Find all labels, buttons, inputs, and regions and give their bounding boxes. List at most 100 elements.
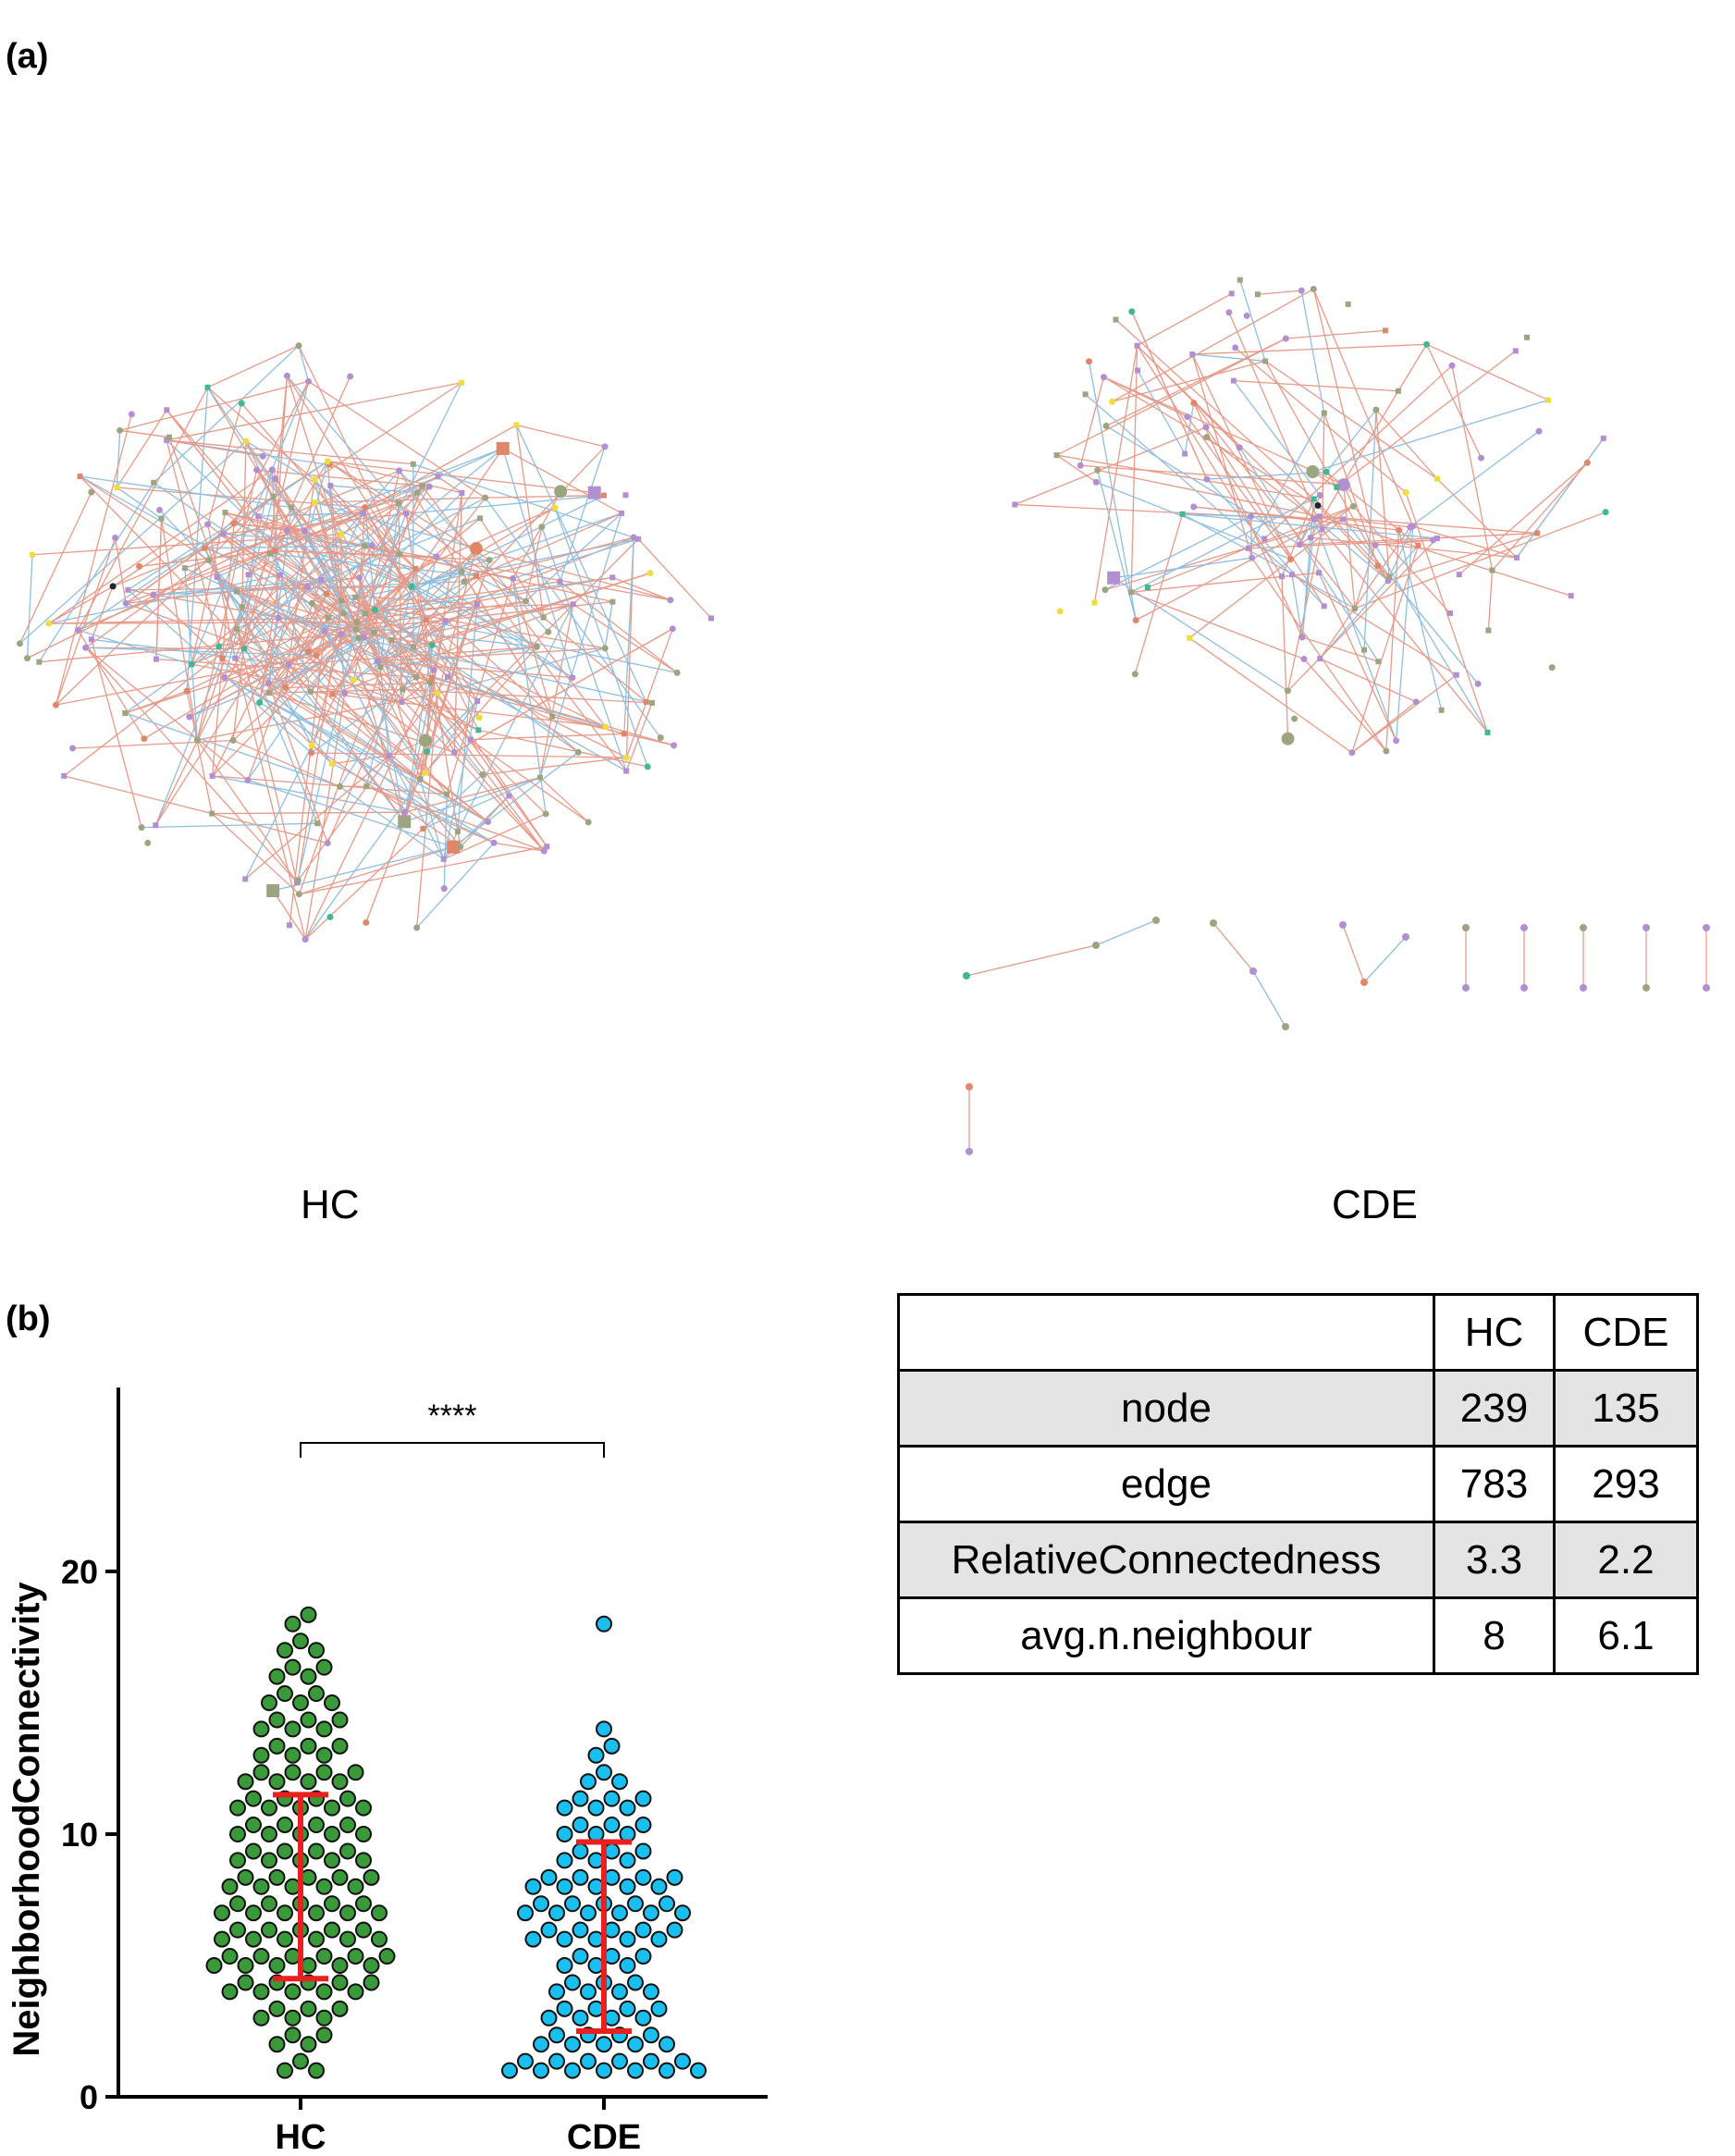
network-node	[303, 584, 311, 591]
network-node	[413, 924, 421, 931]
network-node	[1082, 391, 1089, 398]
data-point	[331, 1711, 349, 1729]
network-edge	[269, 552, 477, 577]
data-point	[339, 1790, 356, 1807]
network-node	[294, 877, 301, 884]
network-node	[442, 617, 449, 624]
network-node	[1086, 358, 1093, 365]
network-edge	[1228, 312, 1323, 530]
network-node	[1316, 491, 1323, 499]
network-node	[1254, 291, 1261, 298]
network-node	[232, 655, 239, 661]
data-point	[339, 1930, 356, 1948]
network-edge	[191, 512, 227, 665]
network-edge	[203, 548, 313, 746]
network-edge	[234, 658, 269, 684]
data-point	[572, 1817, 589, 1834]
network-graphs	[16, 277, 1710, 1155]
network-edge	[232, 609, 375, 741]
network-edge	[516, 424, 606, 448]
network-edge	[1079, 376, 1105, 466]
network-node	[1230, 377, 1237, 384]
data-point	[603, 1737, 621, 1755]
network-node	[1144, 585, 1151, 591]
network-edge	[234, 530, 288, 659]
data-point	[300, 2036, 317, 2053]
network-edge	[1313, 519, 1397, 742]
network-node	[584, 819, 592, 826]
network-edge	[1281, 499, 1315, 577]
network-edge	[1135, 505, 1354, 622]
data-point	[556, 1878, 573, 1895]
network-edge	[1325, 409, 1377, 473]
network-node	[1393, 737, 1400, 745]
network-node	[542, 810, 549, 818]
network-edge	[1319, 515, 1571, 597]
data-point	[300, 1668, 317, 1685]
data-point	[308, 1930, 325, 1948]
network-edge	[298, 345, 310, 382]
network-node	[513, 422, 520, 428]
network-edge	[1192, 353, 1266, 363]
data-point	[611, 1904, 628, 1922]
network-node	[1107, 571, 1121, 585]
data-point	[261, 1799, 277, 1817]
network-node	[1383, 747, 1390, 755]
network-edge	[559, 446, 606, 583]
data-point	[229, 1895, 246, 1913]
network-edge	[1137, 292, 1233, 347]
network-edge	[218, 486, 424, 647]
network-node	[1077, 462, 1084, 469]
data-point	[643, 1904, 659, 1922]
network-node	[424, 748, 431, 756]
network-edge	[437, 475, 462, 494]
network-edge	[1323, 413, 1379, 567]
network-edge	[354, 597, 545, 852]
network-node	[1545, 397, 1552, 403]
network-node	[283, 372, 290, 379]
network-node	[259, 452, 266, 460]
data-point	[517, 1904, 534, 1922]
network-edge	[289, 631, 326, 926]
data-point	[634, 1868, 652, 1886]
network-node	[433, 553, 439, 560]
network-node	[356, 574, 363, 582]
network-edge	[502, 448, 573, 678]
network-node	[459, 379, 465, 386]
network-edge	[211, 813, 300, 895]
data-point	[308, 1642, 325, 1659]
y-tick-label: 0	[80, 2078, 98, 2116]
network-node	[275, 614, 282, 622]
network-edge	[125, 502, 400, 604]
network-edge	[268, 688, 403, 694]
data-point	[634, 1842, 652, 1860]
network-edge	[267, 683, 328, 844]
network-node	[1533, 530, 1540, 536]
row-label: avg.n.neighbour	[897, 1596, 1435, 1675]
network-node	[1190, 503, 1198, 511]
network-node	[272, 475, 279, 483]
data-point	[331, 2000, 349, 2017]
network-edge	[511, 578, 553, 717]
network-node	[467, 736, 474, 743]
network-node	[1182, 450, 1188, 457]
network-edge	[77, 387, 209, 631]
data-point	[643, 1983, 659, 2001]
cde-edges	[1015, 279, 1606, 754]
network-node	[1703, 924, 1710, 931]
data-point	[572, 1948, 589, 1965]
network-edge	[48, 469, 273, 624]
data-point	[650, 2000, 668, 2017]
network-node	[1262, 358, 1269, 364]
network-node	[1415, 542, 1421, 548]
network-edge	[398, 502, 402, 703]
network-edge	[326, 593, 477, 605]
table-row: node 239 135	[897, 1369, 1699, 1448]
network-edge	[277, 617, 461, 848]
network-node	[440, 856, 447, 862]
network-edge	[1248, 539, 1434, 549]
network-edge	[470, 739, 589, 823]
network-edge	[78, 629, 192, 665]
network-edge	[119, 380, 309, 432]
network-edge	[1191, 353, 1253, 559]
